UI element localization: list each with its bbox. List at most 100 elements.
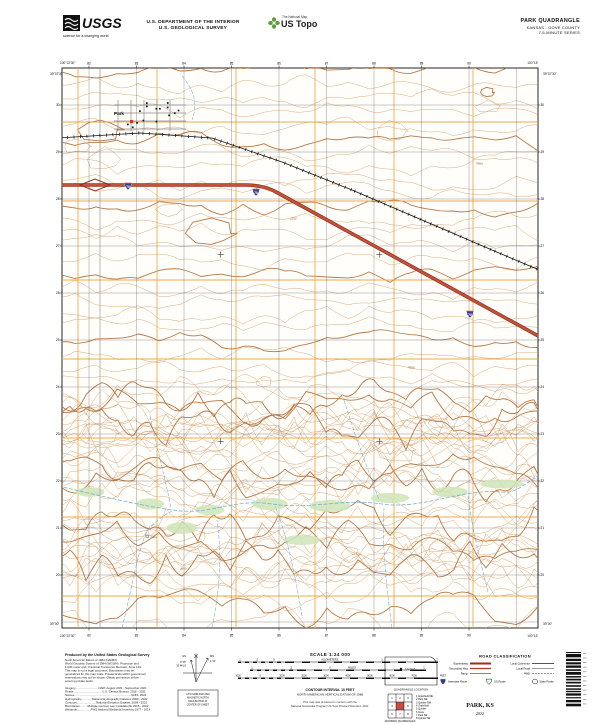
data-source-line: Boundaries..........Multiple sources; se… <box>65 704 149 708</box>
northing-label: 29 <box>56 150 60 154</box>
railroad-tick <box>441 227 444 231</box>
contour-line <box>479 86 496 97</box>
miles-bar-segment <box>253 669 257 671</box>
kilometers-bar-segment <box>358 661 366 663</box>
interstate-number: 70 <box>254 191 258 195</box>
contour-line <box>62 404 538 443</box>
feet-tick-label: 1000 <box>235 674 241 677</box>
building <box>166 106 169 109</box>
railroad-tick <box>289 163 292 168</box>
barcode-bar <box>566 703 581 707</box>
railroad-line <box>62 132 538 270</box>
feet-bar-segment <box>273 677 277 679</box>
contour-line <box>256 375 272 388</box>
contour-line <box>62 439 538 475</box>
corner-nw-lat: 39°07'30" <box>50 72 64 76</box>
miles-bar-segment <box>386 669 394 671</box>
shield-shape <box>440 679 446 685</box>
easting-label: 84 <box>182 62 186 66</box>
adjoining-quad-name: 6 Gove <box>416 711 425 714</box>
northing-label: 24 <box>541 385 545 389</box>
railroad-tick <box>257 152 259 156</box>
railroad-tick <box>344 185 347 189</box>
contour-line <box>62 102 538 118</box>
feet-bar-segment <box>241 677 245 679</box>
department-line-1: U.S. DEPARTMENT OF THE INTERIOR <box>146 20 240 25</box>
contour-line <box>62 143 538 162</box>
department-line-2: U.S. GEOLOGICAL SURVEY <box>158 26 228 31</box>
contour-line <box>62 369 538 388</box>
stream-tributary <box>121 510 173 628</box>
fine-print-line: World Geodetic System of 1984 (WGS84). P… <box>65 662 139 666</box>
contour-line <box>62 519 538 562</box>
ustopo-flower-icon <box>268 17 280 29</box>
feet-bar-segment <box>310 677 318 679</box>
railroad-tick <box>263 154 265 158</box>
railroad-tick <box>535 267 538 271</box>
contour-lines <box>62 68 538 628</box>
contour-line <box>427 418 450 428</box>
fine-print-line: North American Datum of 1983 (NAD83) <box>65 658 117 662</box>
contour-line <box>62 527 538 567</box>
barcode-bar <box>566 685 581 687</box>
feet-bar-segment <box>374 677 382 679</box>
railroad-tick <box>477 242 480 246</box>
kilometers-bar-segment <box>390 661 398 663</box>
fine-print-line: 1 000-meter grid: Universal Transverse M… <box>65 665 141 669</box>
railroad-tick <box>389 204 392 209</box>
railroad-tick <box>419 217 422 221</box>
railroad-tick <box>429 222 432 226</box>
building <box>142 119 145 122</box>
contour-interval-text: CONTOUR INTERVAL 10 FEET <box>306 688 356 692</box>
contour-line <box>62 506 538 542</box>
quadrangle-title: PARK QUADRANGLE <box>520 18 580 24</box>
railroad-tick <box>238 145 241 150</box>
km-tick-label: 0 <box>273 657 275 661</box>
map-corner-coordinates: 100°22'30" 39°07'30" 100°15' 39°07'30" 3… <box>50 61 557 638</box>
kilometers-bar-segment <box>310 661 318 663</box>
contour-line <box>62 423 538 469</box>
railroad-tick <box>308 171 310 175</box>
km-tick-label: 1 <box>239 657 241 661</box>
mile-tick-label: .5 <box>290 665 293 669</box>
corner-ne-lat: 39°07'30" <box>543 72 557 76</box>
vegetation-patch <box>166 521 198 535</box>
adjoining-quad-name: 7 Park SE <box>416 714 428 717</box>
railroad-tick <box>383 202 386 206</box>
contour-line <box>62 74 538 94</box>
contour-line <box>62 572 538 611</box>
usgs-tagline: science for a changing world <box>63 34 109 38</box>
railroad-tick <box>359 192 362 196</box>
railroad-tick <box>483 245 486 249</box>
adjoining-quad-name: 5 Quinter <box>416 708 426 711</box>
contour-line <box>62 68 509 79</box>
feet-bar <box>238 677 438 679</box>
vegetation-patch <box>480 479 524 489</box>
contour-line <box>62 305 538 325</box>
contour-line <box>62 329 538 353</box>
contour-line <box>62 605 538 628</box>
kilometers-bar <box>238 661 438 663</box>
building <box>131 126 134 129</box>
miles-bar-segment <box>293 669 297 671</box>
northing-label: 22 <box>56 479 60 483</box>
cemetery-label: Cem <box>151 535 158 539</box>
miles-bar-segment <box>306 669 314 671</box>
railroad-tick <box>244 147 247 152</box>
fine-print-line: entering private lands. <box>65 679 94 683</box>
barcode-bar <box>566 665 581 668</box>
gn-value: 0°16' <box>180 660 186 664</box>
adjoining-caption: ADJOINING QUADRANGLES <box>385 720 416 723</box>
vegetation-patch <box>283 534 321 546</box>
railroad-tick <box>459 234 462 239</box>
contour-line <box>474 99 502 113</box>
contour-line <box>377 441 418 462</box>
fine-print-block: North American Datum of 1983 (NAD83)Worl… <box>65 658 146 683</box>
railroad-tick <box>511 257 514 261</box>
state-locator: KANSAS QUADRANGLE LOCATION <box>384 656 438 692</box>
adjoining-cell-number: 6 <box>391 712 393 716</box>
contour-line <box>62 436 538 478</box>
sheet-year: 2022 <box>476 711 484 716</box>
barcode-side-mark <box>583 694 587 696</box>
feet-bar-segment <box>257 677 261 679</box>
